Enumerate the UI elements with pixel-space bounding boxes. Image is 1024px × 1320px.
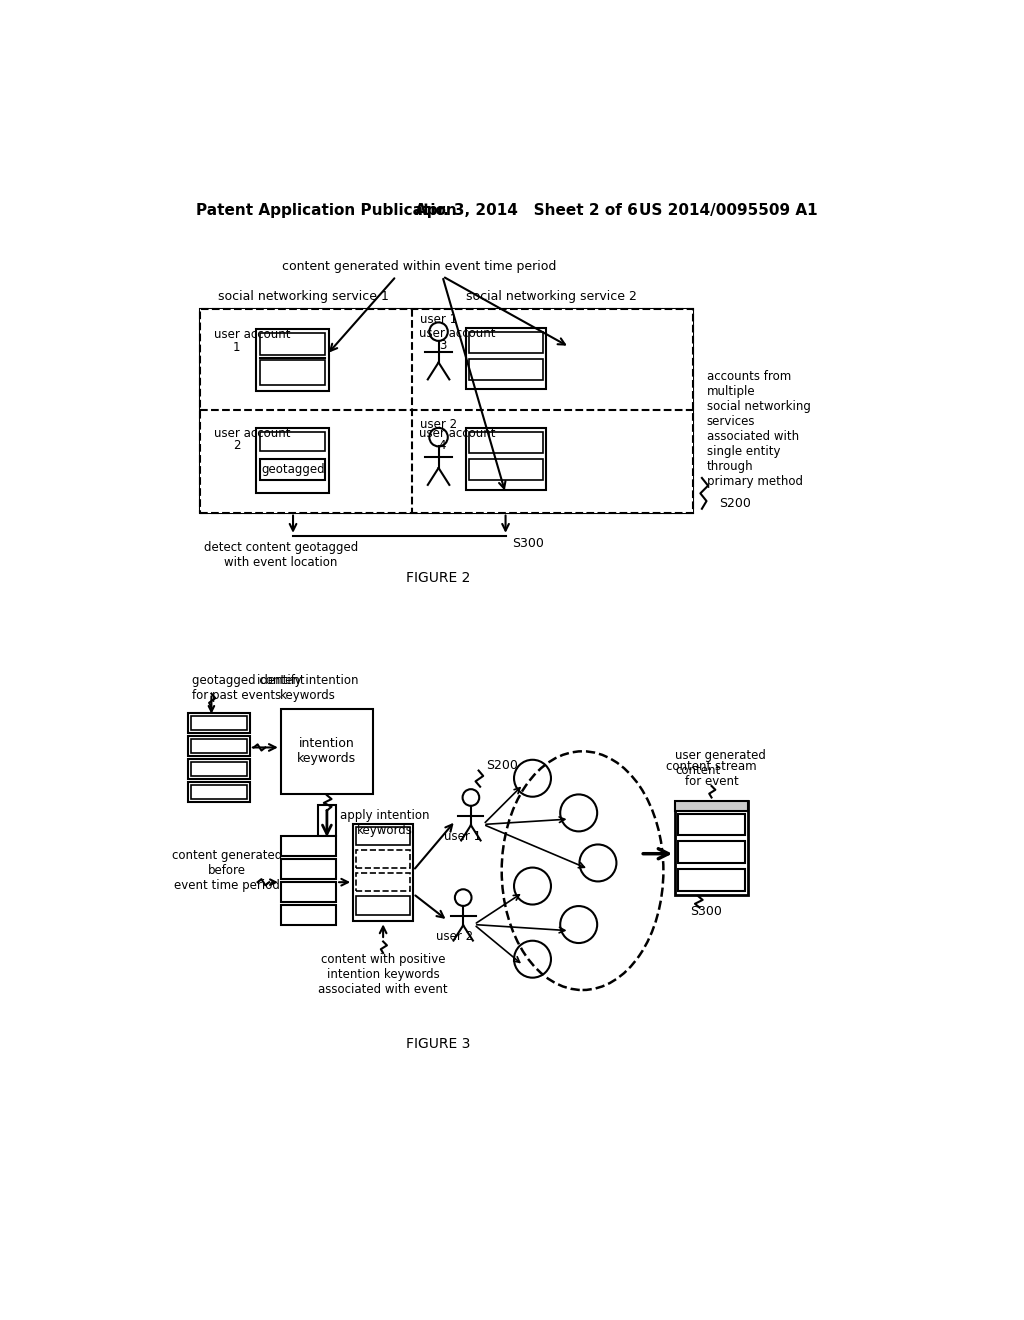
Bar xyxy=(200,309,692,512)
Text: S300: S300 xyxy=(512,537,544,550)
Text: S200: S200 xyxy=(719,496,751,510)
Bar xyxy=(188,737,250,756)
Text: geotagged: geotagged xyxy=(261,463,325,477)
Bar xyxy=(356,826,410,845)
Bar xyxy=(191,739,247,752)
Text: user 2: user 2 xyxy=(436,929,473,942)
Bar xyxy=(678,869,745,891)
Bar xyxy=(356,873,410,891)
Text: S300: S300 xyxy=(690,906,722,917)
Text: content stream
for event: content stream for event xyxy=(667,760,757,788)
Text: US 2014/0095509 A1: US 2014/0095509 A1 xyxy=(639,203,817,218)
Text: identify intention
keywords: identify intention keywords xyxy=(257,675,358,702)
Bar xyxy=(260,459,326,480)
Text: user 1: user 1 xyxy=(420,313,457,326)
Text: accounts from
multiple
social networking
services
associated with
single entity
: accounts from multiple social networking… xyxy=(707,370,810,488)
Bar xyxy=(281,836,336,857)
Text: user 1: user 1 xyxy=(444,829,481,842)
Bar xyxy=(260,333,326,355)
Text: user 2: user 2 xyxy=(420,418,457,432)
Bar xyxy=(356,850,410,869)
Bar xyxy=(256,330,330,391)
Text: content with positive
intention keywords
associated with event: content with positive intention keywords… xyxy=(318,953,447,997)
Text: 3: 3 xyxy=(438,339,446,352)
Bar xyxy=(281,906,336,925)
Bar xyxy=(469,432,543,453)
Bar xyxy=(256,428,330,494)
Text: 1: 1 xyxy=(233,341,241,354)
Text: S200: S200 xyxy=(486,759,518,772)
Bar xyxy=(466,428,547,490)
Text: apply intention
keywords: apply intention keywords xyxy=(340,809,429,837)
Text: social networking service 2: social networking service 2 xyxy=(466,289,637,302)
Bar xyxy=(678,841,745,863)
Text: FIGURE 2: FIGURE 2 xyxy=(407,572,471,585)
Bar xyxy=(188,713,250,733)
Text: social networking service 1: social networking service 1 xyxy=(218,289,389,302)
Bar xyxy=(260,432,326,451)
Text: FIGURE 3: FIGURE 3 xyxy=(407,1038,471,1051)
Bar xyxy=(191,762,247,776)
Bar xyxy=(678,813,745,836)
Bar xyxy=(281,859,336,879)
Text: 4: 4 xyxy=(438,440,446,453)
Bar xyxy=(469,359,543,380)
Text: detect content geotagged
with event location: detect content geotagged with event loca… xyxy=(204,541,357,569)
Bar xyxy=(281,882,336,903)
Bar xyxy=(675,801,749,810)
Bar xyxy=(188,759,250,779)
Text: user account: user account xyxy=(214,329,290,342)
Bar xyxy=(281,709,373,793)
Bar xyxy=(356,896,410,915)
Bar xyxy=(191,715,247,730)
Bar xyxy=(260,360,326,385)
Bar xyxy=(200,309,692,512)
Bar xyxy=(469,459,543,480)
Bar xyxy=(317,805,336,836)
Text: 2: 2 xyxy=(233,440,241,453)
Text: Patent Application Publication: Patent Application Publication xyxy=(196,203,457,218)
Text: user account: user account xyxy=(214,426,290,440)
Text: user account: user account xyxy=(419,426,496,440)
Bar xyxy=(191,785,247,799)
Text: Apr. 3, 2014   Sheet 2 of 6: Apr. 3, 2014 Sheet 2 of 6 xyxy=(416,203,638,218)
Text: content generated within event time period: content generated within event time peri… xyxy=(283,260,556,273)
Bar xyxy=(675,801,749,895)
Text: content generated
before
event time period: content generated before event time peri… xyxy=(172,849,282,892)
Ellipse shape xyxy=(502,751,664,990)
Bar xyxy=(188,781,250,803)
Bar xyxy=(353,825,413,921)
Bar xyxy=(466,327,547,389)
Bar xyxy=(469,331,543,354)
Text: intention
keywords: intention keywords xyxy=(297,738,356,766)
Text: user account: user account xyxy=(419,326,496,339)
Text: user generated
content: user generated content xyxy=(675,748,766,777)
Text: geotagged content
for past events: geotagged content for past events xyxy=(193,675,305,702)
